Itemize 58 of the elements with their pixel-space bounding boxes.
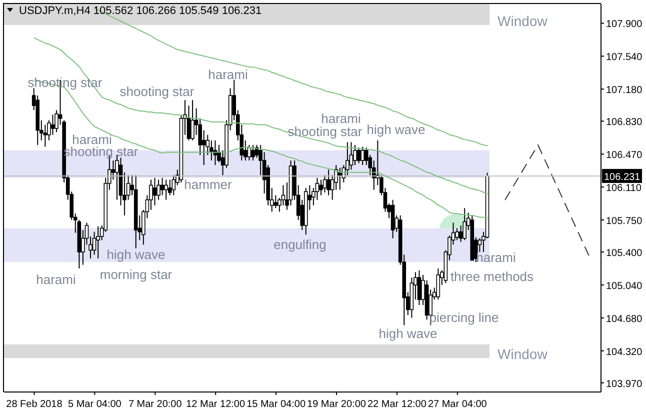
- y-tick-label: 106.110: [606, 183, 642, 194]
- x-tick-label: 12 Mar 12:00: [186, 399, 246, 410]
- y-tick-label: 105.400: [606, 248, 643, 259]
- candlestick: [462, 208, 466, 241]
- annotation: morning star: [100, 267, 173, 282]
- y-tick-label: 106.470: [606, 150, 643, 162]
- annotation: high wave: [366, 122, 426, 137]
- candlestick: [190, 100, 194, 141]
- candlestick: [43, 124, 48, 148]
- annotation: high wave: [378, 326, 438, 341]
- candlestick: [152, 177, 157, 206]
- x-tick-label: 22 Mar 12:00: [367, 399, 427, 410]
- annotation: hammer: [184, 177, 233, 192]
- x-tick-label: 7 Mar 20:00: [128, 399, 182, 410]
- candlestick: [274, 194, 278, 209]
- candlestick: [436, 268, 440, 300]
- candlestick: [417, 270, 422, 306]
- y-tick-label: 105.040: [606, 280, 643, 292]
- y-tick-label: 107.900: [606, 19, 643, 30]
- annotation: harami: [36, 272, 76, 287]
- annotation: harami: [476, 250, 516, 265]
- candlestick: [96, 226, 100, 259]
- x-tick-label: 28 Feb 2018: [6, 399, 63, 410]
- x-tick-label: 5 Mar 04:00: [68, 399, 122, 410]
- annotation: high wave: [106, 247, 166, 262]
- chart-title: USDJPY.m,H4 105.562 106.266 105.549 106.231: [19, 5, 262, 17]
- y-tick-label: 105.750: [606, 216, 643, 227]
- x-tick-label: 19 Mar 20:00: [307, 399, 366, 410]
- annotation: harami: [72, 132, 112, 147]
- x-tick-label: 27 Mar 04:00: [428, 399, 488, 410]
- candlestick: [319, 179, 323, 196]
- candlestick: [164, 179, 168, 200]
- y-tick-label: 103.970: [606, 378, 643, 390]
- y-tick-label: 106.830: [606, 117, 643, 128]
- candlestick: [326, 169, 330, 196]
- band-label: Window: [498, 346, 548, 362]
- candlestick: [458, 224, 463, 242]
- annotation: shooting star: [120, 84, 195, 99]
- x-tick-label: 15 Mar 04:00: [246, 399, 306, 410]
- candlestick: [111, 160, 116, 180]
- annotation: three methods: [450, 269, 534, 284]
- y-tick-label: 107.540: [606, 52, 643, 64]
- candlestick: [50, 114, 55, 136]
- ref-line-label: 106.231: [604, 172, 641, 183]
- candlestick: [360, 146, 364, 166]
- annotation: harami: [208, 67, 248, 82]
- annotation: shooting star: [288, 124, 363, 139]
- candlestick: [353, 144, 357, 166]
- candlestick: [356, 147, 361, 164]
- annotation: engulfing: [274, 237, 326, 252]
- y-tick-label: 107.180: [606, 85, 643, 96]
- annotation: harami: [321, 111, 361, 126]
- candlestick: [251, 144, 255, 161]
- candlestick: [168, 179, 172, 196]
- band-label: Window: [498, 13, 548, 30]
- y-tick-label: 104.680: [606, 314, 643, 325]
- candlestick: [322, 174, 327, 194]
- y-tick-label: 104.320: [606, 346, 643, 358]
